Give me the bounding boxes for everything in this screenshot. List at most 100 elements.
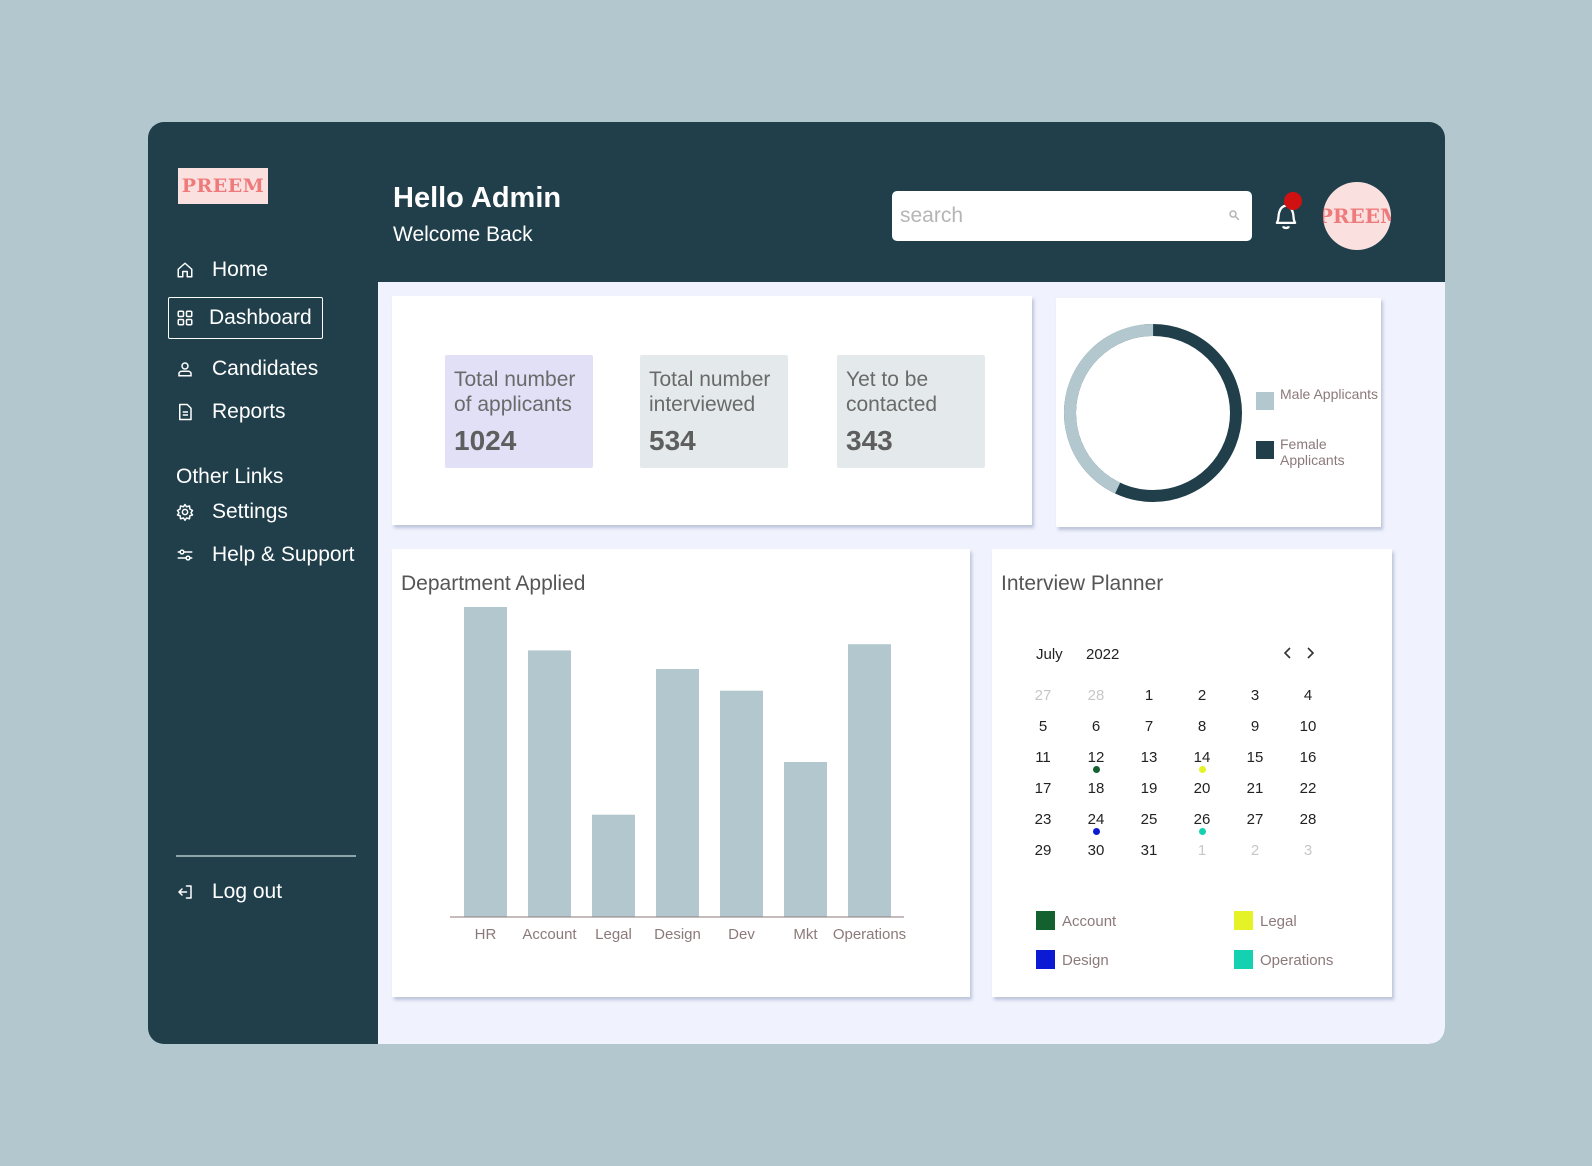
planner-legend-legal: Legal xyxy=(1260,913,1297,930)
stat-label: Total number interviewed xyxy=(649,368,771,416)
sidebar-item-reports[interactable]: Reports xyxy=(176,397,286,427)
calendar-day[interactable]: 23 xyxy=(1034,810,1052,828)
avatar[interactable]: PREEM xyxy=(1323,182,1391,250)
calendar-day[interactable]: 28 xyxy=(1299,810,1317,828)
calendar-day[interactable]: 7 xyxy=(1144,717,1154,735)
x-tick-label: Mkt xyxy=(793,926,818,943)
calendar-day[interactable]: 6 xyxy=(1091,717,1101,735)
calendar-day[interactable]: 1 xyxy=(1197,841,1207,859)
calendar-day[interactable]: 2 xyxy=(1197,686,1207,704)
sidebar-item-label: Help & Support xyxy=(212,543,355,566)
chart-title: Department Applied xyxy=(401,572,586,595)
calendar-day[interactable]: 29 xyxy=(1034,841,1052,859)
calendar-day[interactable]: 26 xyxy=(1193,810,1211,828)
x-tick-label: Dev xyxy=(728,926,755,943)
calendar-day[interactable]: 15 xyxy=(1246,748,1264,766)
avatar-text: PREEM xyxy=(1323,204,1391,228)
calendar-day[interactable]: 19 xyxy=(1140,779,1158,797)
calendar-day[interactable]: 2 xyxy=(1250,841,1260,859)
calendar-day[interactable]: 4 xyxy=(1303,686,1313,704)
calendar-day[interactable]: 22 xyxy=(1299,779,1317,797)
donut-male-segment xyxy=(1064,324,1242,502)
bar-dev xyxy=(720,690,763,917)
chevron-left-icon[interactable] xyxy=(1283,646,1293,660)
planner-legend-legal-swatch xyxy=(1234,911,1253,930)
stat-value: 343 xyxy=(846,425,893,456)
calendar-day[interactable]: 1 xyxy=(1144,686,1154,704)
calendar-day[interactable]: 30 xyxy=(1087,841,1105,859)
calendar-year[interactable]: 2022 xyxy=(1086,646,1120,663)
sliders-icon xyxy=(177,549,193,561)
calendar-day[interactable]: 10 xyxy=(1299,717,1317,735)
x-tick-label: HR xyxy=(475,926,497,943)
calendar-month[interactable]: July xyxy=(1036,646,1063,663)
stat-total-applicants: Total number of applicants 1024 xyxy=(445,355,593,468)
calendar-day[interactable]: 21 xyxy=(1246,779,1264,797)
calendar-day[interactable]: 24 xyxy=(1087,810,1105,828)
brand-logo: PREEM xyxy=(178,168,268,204)
x-tick-label: Design xyxy=(654,926,701,943)
planner-legend-design: Design xyxy=(1062,952,1109,969)
chevron-right-icon[interactable] xyxy=(1305,646,1315,660)
calendar-day[interactable]: 8 xyxy=(1197,717,1207,735)
planner-legend-operations: Operations xyxy=(1260,952,1334,969)
planner-legend-design-swatch xyxy=(1036,950,1055,969)
calendar-day[interactable]: 28 xyxy=(1087,686,1105,704)
calendar-day[interactable]: 11 xyxy=(1035,748,1051,766)
interview-marker xyxy=(1093,828,1100,835)
user-icon xyxy=(178,362,192,377)
greeting: Hello Admin Welcome Back xyxy=(393,182,561,247)
calendar-day[interactable]: 14 xyxy=(1193,748,1211,766)
calendar-day[interactable]: 18 xyxy=(1087,779,1105,797)
sidebar-item-label: Dashboard xyxy=(209,306,312,329)
interview-marker xyxy=(1199,766,1206,773)
logout-label: Log out xyxy=(212,880,283,903)
bar-hr xyxy=(464,607,507,917)
legend-female-label: Female Applicants xyxy=(1280,436,1345,468)
stat-value: 1024 xyxy=(454,425,517,456)
logout-button[interactable]: Log out xyxy=(176,877,282,907)
sidebar-item-dashboard[interactable]: Dashboard xyxy=(168,297,323,339)
planner-legend-account: Account xyxy=(1062,913,1117,930)
calendar-day[interactable]: 3 xyxy=(1303,841,1313,859)
calendar-day[interactable]: 5 xyxy=(1038,717,1048,735)
page-title: Hello Admin xyxy=(393,182,562,214)
search-icon[interactable] xyxy=(1228,209,1240,221)
bar-mkt xyxy=(784,762,827,917)
grid-icon xyxy=(177,310,193,326)
calendar-day[interactable]: 27 xyxy=(1034,686,1052,704)
main-content: Total number of applicants 1024 Total nu… xyxy=(378,282,1445,1044)
calendar-day[interactable]: 9 xyxy=(1250,717,1260,735)
calendar-day[interactable]: 25 xyxy=(1140,810,1158,828)
interview-marker xyxy=(1093,766,1100,773)
calendar-day[interactable]: 20 xyxy=(1193,779,1211,797)
calendar-day[interactable]: 16 xyxy=(1299,748,1317,766)
sidebar-item-help-support[interactable]: Help & Support xyxy=(176,540,354,570)
sidebar-item-settings[interactable]: Settings xyxy=(176,497,288,527)
calendar-day[interactable]: 3 xyxy=(1250,686,1260,704)
calendar-day[interactable]: 17 xyxy=(1034,779,1052,797)
sidebar-item-label: Home xyxy=(212,258,269,281)
calendar-day[interactable]: 13 xyxy=(1140,748,1158,766)
search-input[interactable] xyxy=(892,191,1252,241)
gender-chart-card: Male Applicants Female Applicants xyxy=(1056,298,1381,527)
bar-legal xyxy=(592,814,635,917)
other-links-heading: Other Links xyxy=(176,465,284,488)
notification-badge xyxy=(1284,192,1302,210)
calendar-day[interactable]: 12 xyxy=(1087,748,1105,766)
planner-legend-operations-swatch xyxy=(1234,950,1253,969)
department-chart-card: Department Applied HR Account Legal Design D… xyxy=(392,549,970,997)
department-bar-chart: HR Account Legal Design Dev Mkt Operations xyxy=(450,607,906,943)
legend-female-swatch xyxy=(1256,441,1274,459)
interview-planner-card: Interview Planner July 2022 Account Lega… xyxy=(992,549,1392,997)
page-subtitle: Welcome Back xyxy=(393,223,533,246)
sidebar-divider xyxy=(176,855,356,857)
app-window: PREEM Home Dashboard Candidates Reports … xyxy=(148,122,1445,1044)
document-icon xyxy=(179,403,192,421)
stats-card: Total number of applicants 1024 Total nu… xyxy=(392,296,1032,525)
sidebar-item-home[interactable]: Home xyxy=(176,255,268,285)
calendar-day[interactable]: 31 xyxy=(1140,841,1158,859)
calendar-day[interactable]: 27 xyxy=(1246,810,1264,828)
sidebar-item-candidates[interactable]: Candidates xyxy=(176,354,318,384)
x-tick-label: Operations xyxy=(833,926,906,943)
